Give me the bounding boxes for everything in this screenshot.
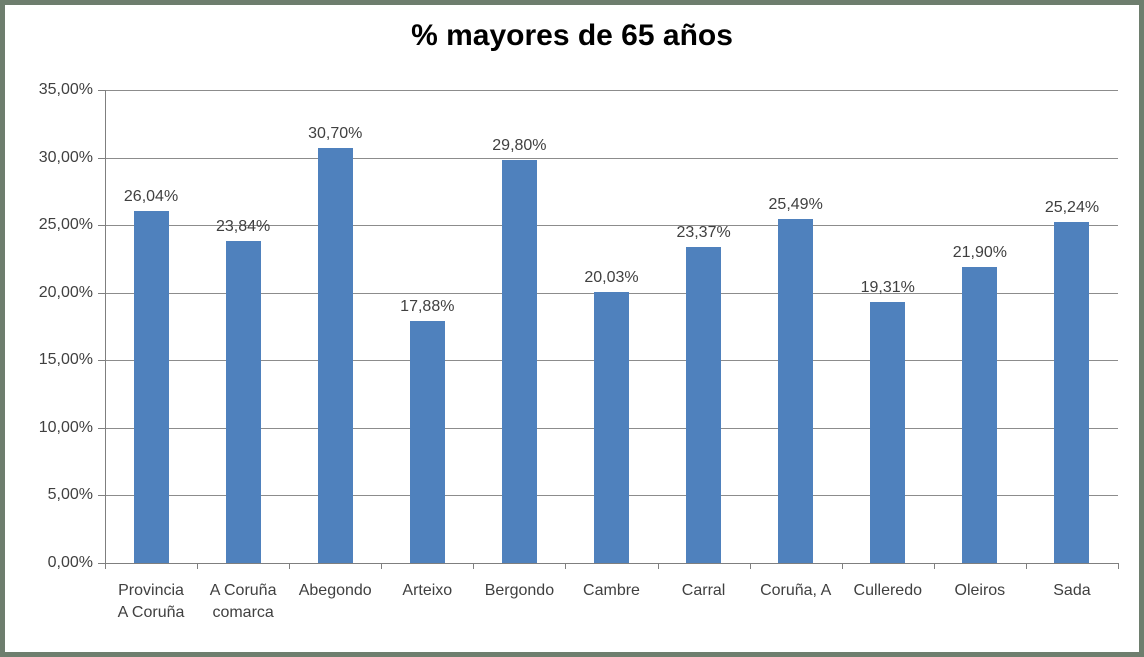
chart: % mayores de 65 años 26,04% 23,84% 30,70% 1… <box>5 5 1139 652</box>
plot-area: 26,04% 23,84% 30,70% 17,88% 29,80% 20,03% 23,3… <box>105 90 1118 564</box>
x-axis-category-label: A Coruña comarca <box>197 580 289 624</box>
x-axis-tick <box>841 563 843 569</box>
x-axis-tick <box>565 563 567 569</box>
bar-value-label: 29,80% <box>492 137 547 155</box>
bar-bergondo <box>501 160 537 563</box>
bar-culleredo <box>870 302 906 563</box>
x-axis-category-label: Coruña, A <box>750 580 842 602</box>
x-axis-category-label-line: comarca <box>212 604 274 621</box>
x-axis-category-label-line: Cambre <box>583 582 640 599</box>
chart-title: % mayores de 65 años <box>411 19 733 52</box>
x-axis-category-label: Bergondo <box>473 580 565 602</box>
y-axis-tick <box>98 563 105 564</box>
x-axis-tick <box>657 563 659 569</box>
y-axis-tick-label: 30,00% <box>38 148 93 166</box>
x-axis-category-label-line: Provincia <box>118 582 184 599</box>
y-axis-tick-label: 0,00% <box>47 554 93 571</box>
bar-value-label: 19,31% <box>860 279 915 297</box>
x-axis-category-label-line: Sada <box>1053 582 1091 599</box>
gridline <box>105 225 1118 227</box>
x-axis-category-label: Oleiros <box>934 580 1026 602</box>
x-axis-category-label: Provincia A Coruña <box>105 580 197 624</box>
bar-provincia-a-coru-a <box>133 211 169 563</box>
bar-abegondo <box>317 148 353 563</box>
bar-value-label: 30,70% <box>308 125 363 143</box>
x-axis-category-label-line: Abegondo <box>298 582 372 599</box>
y-axis-tick <box>98 427 105 429</box>
bar-coru-a-a <box>778 218 814 563</box>
y-axis-tick <box>98 157 105 159</box>
y-axis-tick <box>98 292 105 294</box>
x-axis-tick <box>473 563 475 569</box>
x-axis-category-label-line: A Coruña <box>209 582 277 599</box>
x-axis-category-label: Arteixo <box>381 580 473 602</box>
y-axis-tick <box>98 90 105 91</box>
y-axis-tick-label: 15,00% <box>38 351 93 369</box>
x-axis-tick <box>749 563 751 569</box>
bar-oleiros <box>962 267 998 563</box>
x-axis-category-label-line: Arteixo <box>402 582 453 599</box>
y-axis-tick <box>98 360 105 362</box>
bar-value-label: 21,90% <box>952 244 1007 262</box>
y-axis-tick-label: 5,00% <box>47 486 93 504</box>
y-axis-line <box>105 90 106 563</box>
x-axis-category-label-line: Bergondo <box>484 582 555 599</box>
x-axis-line <box>105 563 1118 564</box>
x-axis-tick <box>1118 563 1119 569</box>
bar-a-coru-a-comarca <box>225 240 261 563</box>
bar-value-label: 17,88% <box>400 298 455 316</box>
x-axis-category-label-line: Culleredo <box>853 582 922 599</box>
x-axis-category-label: Abegondo <box>289 580 381 602</box>
bar-carral <box>686 247 722 563</box>
x-axis-category-label: Cambre <box>565 580 657 602</box>
bar-value-label: 25,49% <box>768 195 823 213</box>
x-axis-category-label: Culleredo <box>842 580 934 602</box>
bar-cambre <box>594 292 629 563</box>
x-axis-category-label-line: Carral <box>681 582 726 599</box>
bar-arteixo <box>409 321 445 563</box>
x-axis-tick <box>933 563 935 569</box>
x-axis-category-label-line: A Coruña <box>117 604 185 621</box>
x-axis-tick <box>289 563 291 569</box>
bar-value-label: 23,37% <box>676 224 731 242</box>
x-axis-tick <box>1025 563 1027 569</box>
y-axis-tick-label: 20,00% <box>38 283 93 301</box>
bar-sada <box>1054 221 1090 563</box>
x-axis-category-label-line: Oleiros <box>954 582 1006 599</box>
bar-value-label: 23,84% <box>215 217 271 235</box>
bar-value-label: 26,04% <box>123 188 179 206</box>
gridline <box>105 157 1118 159</box>
y-axis-tick <box>98 495 105 497</box>
x-axis-tick <box>381 563 383 569</box>
x-axis-category-label: Carral <box>658 580 750 602</box>
y-axis-tick-label: 10,00% <box>38 418 93 436</box>
gridline <box>105 90 1118 91</box>
x-axis-tick <box>105 563 106 569</box>
x-axis-tick <box>197 563 199 569</box>
y-axis-tick-label: 25,00% <box>38 216 93 234</box>
y-axis-tick-label: 35,00% <box>38 81 93 98</box>
bar-value-label: 25,24% <box>1044 198 1100 216</box>
x-axis-category-label-line: Coruña, A <box>760 582 832 599</box>
y-axis-tick <box>98 225 105 227</box>
x-axis-category-label: Sada <box>1026 580 1118 602</box>
bar-value-label: 20,03% <box>584 269 639 287</box>
